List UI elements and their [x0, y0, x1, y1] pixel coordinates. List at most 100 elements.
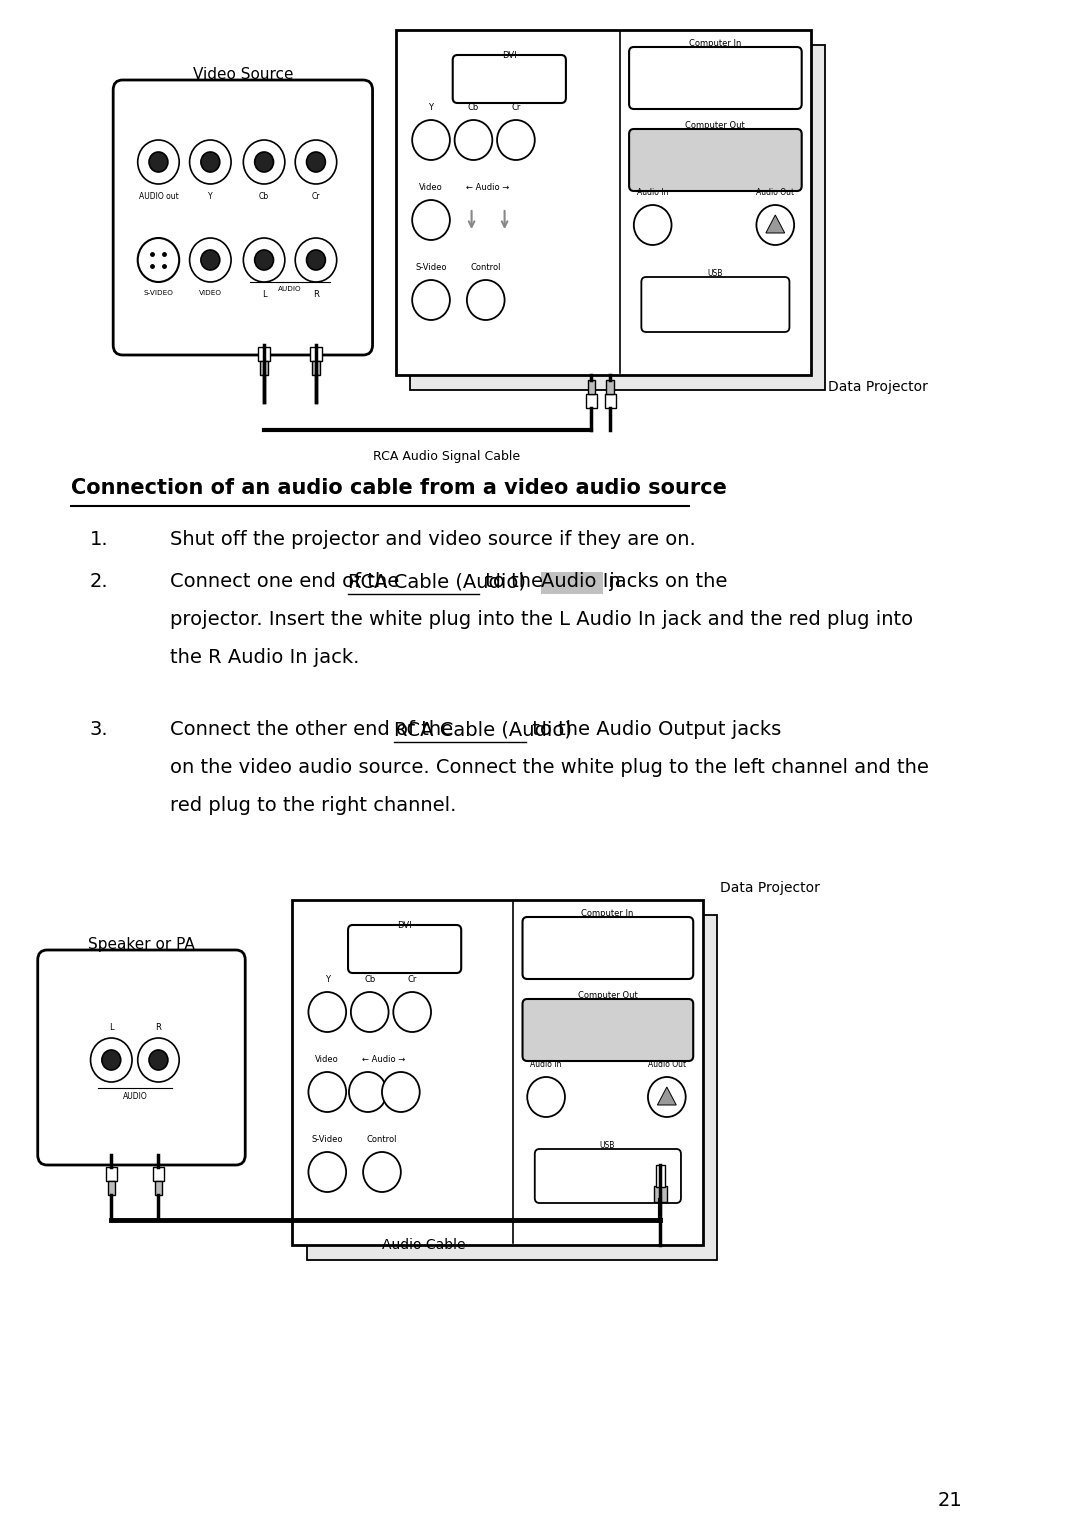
Circle shape: [309, 1151, 347, 1193]
Text: Audio Out: Audio Out: [648, 1060, 686, 1069]
Text: Computer Out: Computer Out: [578, 991, 637, 1000]
Text: Speaker or PA: Speaker or PA: [89, 937, 194, 953]
Circle shape: [349, 1072, 387, 1112]
Text: Y: Y: [429, 102, 433, 112]
Text: AUDIO: AUDIO: [122, 1092, 147, 1101]
Text: projector. Insert the white plug into the L Audio In jack and the red plug into: projector. Insert the white plug into th…: [170, 610, 913, 628]
Text: ← Audio →: ← Audio →: [362, 1055, 405, 1064]
Text: Cb: Cb: [259, 193, 269, 200]
Text: DVI: DVI: [502, 50, 516, 60]
Text: RCA Audio Signal Cable: RCA Audio Signal Cable: [373, 450, 519, 463]
Text: Connect the other end of the: Connect the other end of the: [170, 720, 459, 739]
Circle shape: [497, 119, 535, 161]
Circle shape: [351, 992, 389, 1032]
Text: 2.: 2.: [90, 572, 108, 592]
Circle shape: [190, 239, 231, 281]
Bar: [541, 572, 603, 593]
FancyBboxPatch shape: [38, 950, 245, 1165]
Circle shape: [634, 205, 672, 245]
Bar: [260, 361, 268, 375]
Circle shape: [102, 1050, 121, 1070]
Circle shape: [91, 1038, 132, 1083]
Bar: [585, 394, 597, 408]
Text: Cr: Cr: [511, 102, 521, 112]
Text: Audio In: Audio In: [530, 1060, 562, 1069]
Text: DVI: DVI: [397, 920, 411, 930]
Bar: [293, 901, 703, 1245]
Text: Control: Control: [367, 1135, 397, 1144]
Bar: [152, 1167, 164, 1180]
Text: AUDIO out: AUDIO out: [138, 193, 178, 200]
Circle shape: [138, 239, 179, 281]
FancyBboxPatch shape: [642, 277, 789, 332]
Circle shape: [393, 992, 431, 1032]
Text: Video: Video: [315, 1055, 339, 1064]
Circle shape: [138, 141, 179, 183]
Bar: [154, 1180, 162, 1196]
Text: Cb: Cb: [364, 976, 376, 985]
Bar: [396, 31, 811, 375]
Circle shape: [307, 151, 325, 171]
Text: Cb: Cb: [468, 102, 480, 112]
Text: 1.: 1.: [90, 531, 108, 549]
Text: Audio In: Audio In: [637, 188, 669, 197]
Text: Y: Y: [208, 193, 213, 200]
Bar: [607, 381, 615, 394]
Text: L: L: [261, 291, 267, 300]
Text: Video: Video: [419, 183, 443, 193]
Text: USB: USB: [707, 269, 723, 278]
Text: Y: Y: [325, 976, 329, 985]
Text: Computer In: Computer In: [689, 40, 741, 47]
Circle shape: [255, 251, 273, 271]
Text: Audio Cable: Audio Cable: [381, 1238, 465, 1252]
Text: S-Video: S-Video: [416, 263, 447, 272]
Text: Audio Out: Audio Out: [756, 188, 795, 197]
Text: Video Source: Video Source: [192, 67, 293, 83]
Text: Shut off the projector and video source if they are on.: Shut off the projector and video source …: [170, 531, 696, 549]
Text: Cr: Cr: [407, 976, 417, 985]
FancyBboxPatch shape: [629, 128, 801, 191]
Circle shape: [527, 1076, 565, 1118]
Polygon shape: [766, 216, 785, 232]
Text: Computer Out: Computer Out: [685, 121, 745, 130]
Bar: [653, 1187, 666, 1202]
Circle shape: [413, 280, 450, 320]
Circle shape: [309, 1072, 347, 1112]
Text: L: L: [109, 1023, 113, 1032]
Bar: [605, 394, 616, 408]
FancyBboxPatch shape: [535, 1148, 681, 1203]
Bar: [106, 1167, 117, 1180]
Bar: [312, 361, 320, 375]
Text: Connection of an audio cable from a video audio source: Connection of an audio cable from a vide…: [70, 479, 727, 498]
Circle shape: [363, 1151, 401, 1193]
Text: VIDEO: VIDEO: [199, 291, 221, 297]
Circle shape: [467, 280, 504, 320]
Text: the R Audio In jack.: the R Audio In jack.: [170, 648, 360, 667]
Bar: [307, 914, 717, 1260]
Bar: [108, 1180, 116, 1196]
FancyBboxPatch shape: [629, 47, 801, 109]
Text: S-Video: S-Video: [311, 1135, 343, 1144]
Text: ← Audio →: ← Audio →: [465, 183, 510, 193]
FancyBboxPatch shape: [523, 917, 693, 979]
Circle shape: [413, 200, 450, 240]
Circle shape: [295, 141, 337, 183]
FancyBboxPatch shape: [113, 80, 373, 355]
Bar: [258, 347, 270, 361]
Text: on the video audio source. Connect the white plug to the left channel and the: on the video audio source. Connect the w…: [170, 758, 929, 777]
Text: S-VIDEO: S-VIDEO: [144, 291, 174, 297]
Bar: [656, 1165, 665, 1187]
Text: AUDIO: AUDIO: [278, 286, 301, 292]
Text: Audio In: Audio In: [541, 572, 621, 592]
Text: 21: 21: [937, 1491, 962, 1511]
Circle shape: [201, 251, 219, 271]
Circle shape: [255, 151, 273, 171]
Bar: [588, 381, 595, 394]
Text: Data Projector: Data Projector: [828, 381, 928, 394]
FancyBboxPatch shape: [348, 925, 461, 972]
Polygon shape: [658, 1087, 676, 1105]
Circle shape: [295, 239, 337, 281]
Circle shape: [648, 1076, 686, 1118]
Text: Computer In: Computer In: [581, 910, 634, 917]
Text: USB: USB: [599, 1141, 616, 1150]
